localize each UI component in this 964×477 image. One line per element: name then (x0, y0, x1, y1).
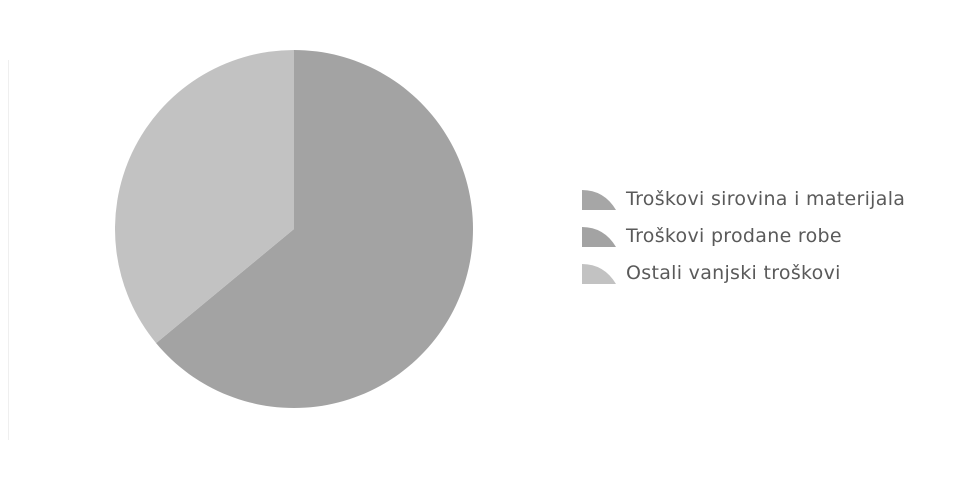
legend-item-ostali: Ostali vanjski troškovi (582, 254, 905, 291)
legend-item-prodana-roba: Troškovi prodane robe (582, 217, 905, 254)
pie-slice-ostali (114, 50, 294, 344)
legend: Troškovi sirovina i materijala Troškovi … (582, 180, 905, 291)
pie-slice-prodana-roba (156, 50, 473, 409)
legend-swatch-prodana-roba (582, 226, 616, 247)
legend-swatch-ostali (582, 263, 616, 284)
legend-item-sirovina: Troškovi sirovina i materijala (582, 180, 905, 217)
legend-label-prodana-roba: Troškovi prodane robe (626, 224, 842, 247)
chart-border (8, 60, 9, 440)
legend-label-ostali: Ostali vanjski troškovi (626, 261, 841, 284)
legend-swatch-sirovina (582, 189, 616, 210)
legend-label-sirovina: Troškovi sirovina i materijala (626, 187, 906, 210)
